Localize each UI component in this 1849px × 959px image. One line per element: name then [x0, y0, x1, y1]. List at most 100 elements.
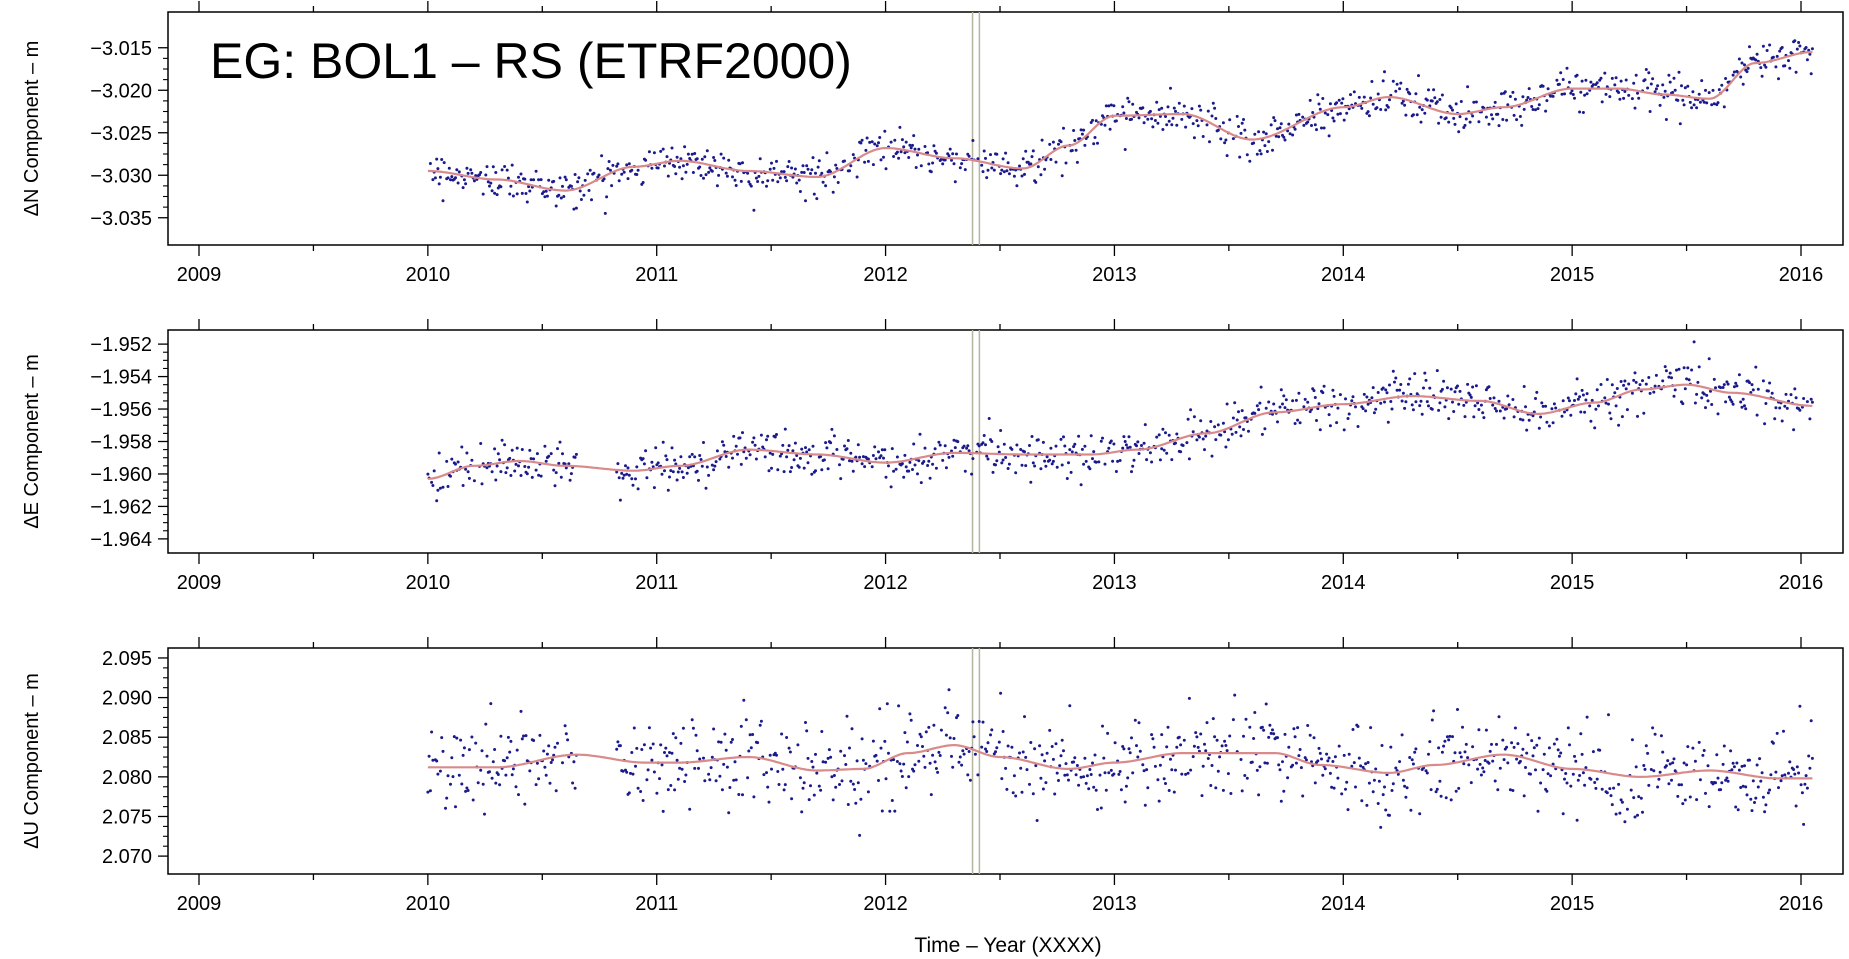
data-point	[571, 781, 575, 785]
data-point	[1335, 101, 1339, 105]
data-point	[528, 448, 532, 452]
data-point	[1771, 55, 1775, 59]
data-point	[717, 173, 721, 177]
data-point	[1636, 91, 1639, 95]
data-point	[1566, 396, 1570, 400]
data-point	[1575, 73, 1579, 77]
data-point	[1603, 71, 1607, 75]
data-point	[790, 797, 794, 801]
data-point	[490, 470, 494, 474]
data-point	[934, 151, 938, 155]
data-point	[1045, 455, 1049, 459]
data-point	[1408, 92, 1412, 96]
data-point	[1700, 79, 1704, 83]
data-point	[1688, 100, 1692, 104]
data-point	[1662, 95, 1666, 99]
data-point	[742, 698, 746, 702]
data-point	[830, 775, 834, 779]
data-point	[1332, 786, 1336, 790]
data-point	[1160, 447, 1164, 451]
data-point	[542, 749, 546, 753]
data-point	[956, 440, 960, 444]
data-point	[1798, 44, 1802, 48]
data-point	[644, 449, 648, 453]
data-point	[469, 168, 473, 172]
data-point	[1157, 433, 1161, 437]
data-point	[679, 157, 683, 161]
data-point	[781, 443, 785, 447]
data-point	[797, 178, 801, 182]
data-point	[783, 175, 787, 179]
data-point	[811, 156, 815, 160]
data-point	[1122, 111, 1126, 115]
data-point	[1526, 733, 1530, 737]
data-point	[543, 444, 547, 448]
data-point	[766, 434, 770, 438]
data-point	[1208, 140, 1211, 144]
data-point	[485, 466, 489, 470]
data-point	[1686, 84, 1690, 88]
data-point	[1440, 387, 1444, 391]
x-tick-label: 2010	[406, 893, 451, 915]
data-point	[900, 775, 904, 778]
data-point	[1741, 82, 1745, 86]
data-point	[1449, 387, 1453, 391]
data-point	[1186, 417, 1190, 421]
data-point	[1218, 755, 1222, 759]
data-point	[1706, 764, 1710, 768]
data-point	[1283, 138, 1287, 142]
data-point	[557, 193, 561, 197]
y-tick-label: −1.954	[90, 367, 152, 389]
data-point	[552, 179, 556, 183]
data-point	[1240, 121, 1244, 125]
data-point	[1573, 399, 1576, 402]
data-point	[870, 465, 874, 469]
data-point	[752, 795, 756, 799]
data-point	[1680, 84, 1683, 88]
data-point	[1418, 404, 1422, 408]
data-point	[877, 450, 880, 454]
data-point	[1360, 799, 1364, 803]
data-point	[1568, 399, 1571, 403]
data-point	[1534, 397, 1537, 400]
data-point	[1749, 391, 1753, 394]
data-point	[665, 458, 669, 462]
data-point	[1364, 409, 1368, 413]
data-point	[1568, 743, 1571, 747]
data-point	[524, 192, 528, 195]
data-point	[1677, 367, 1681, 371]
data-point	[1720, 83, 1724, 87]
data-point	[1381, 793, 1385, 797]
data-point	[796, 743, 800, 747]
data-point	[807, 448, 811, 452]
data-point	[1429, 788, 1433, 792]
data-point	[627, 791, 631, 795]
data-point	[558, 176, 562, 180]
data-point	[792, 458, 796, 462]
data-point	[1320, 757, 1323, 761]
data-point	[1028, 444, 1031, 447]
data-point	[787, 444, 791, 448]
data-point	[1192, 415, 1196, 419]
data-point	[587, 189, 591, 192]
x-tick-label: 2011	[635, 572, 678, 594]
data-point	[1332, 119, 1336, 123]
data-point	[449, 782, 452, 786]
data-point	[723, 450, 727, 454]
data-point	[1430, 407, 1434, 411]
data-point	[1552, 402, 1556, 406]
data-point	[805, 729, 809, 733]
data-point	[1520, 123, 1524, 127]
data-point	[1809, 72, 1813, 76]
data-point	[821, 180, 825, 184]
data-point	[892, 469, 896, 473]
data-point	[1440, 750, 1444, 754]
data-point	[718, 774, 722, 778]
data-point	[861, 455, 865, 459]
data-point	[611, 163, 615, 167]
data-point	[1152, 745, 1156, 749]
data-point	[1366, 761, 1370, 764]
data-point	[956, 714, 960, 717]
data-point	[561, 184, 564, 188]
data-point	[1250, 760, 1254, 764]
